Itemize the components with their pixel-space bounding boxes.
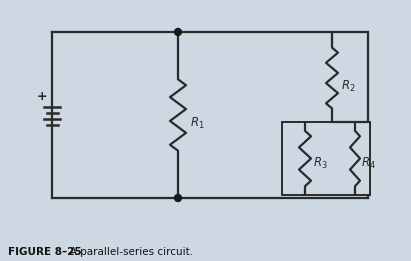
Text: $R_3$: $R_3$ bbox=[313, 156, 328, 171]
Text: A parallel-series circuit.: A parallel-series circuit. bbox=[60, 247, 193, 257]
Bar bbox=[282, 122, 370, 195]
Circle shape bbox=[175, 194, 182, 201]
Text: $R_2$: $R_2$ bbox=[341, 79, 356, 93]
Text: $R_1$: $R_1$ bbox=[190, 115, 205, 130]
Text: $R_4$: $R_4$ bbox=[361, 156, 376, 171]
Text: FIGURE 8–25: FIGURE 8–25 bbox=[8, 247, 82, 257]
Circle shape bbox=[175, 28, 182, 35]
Text: +: + bbox=[37, 91, 47, 104]
